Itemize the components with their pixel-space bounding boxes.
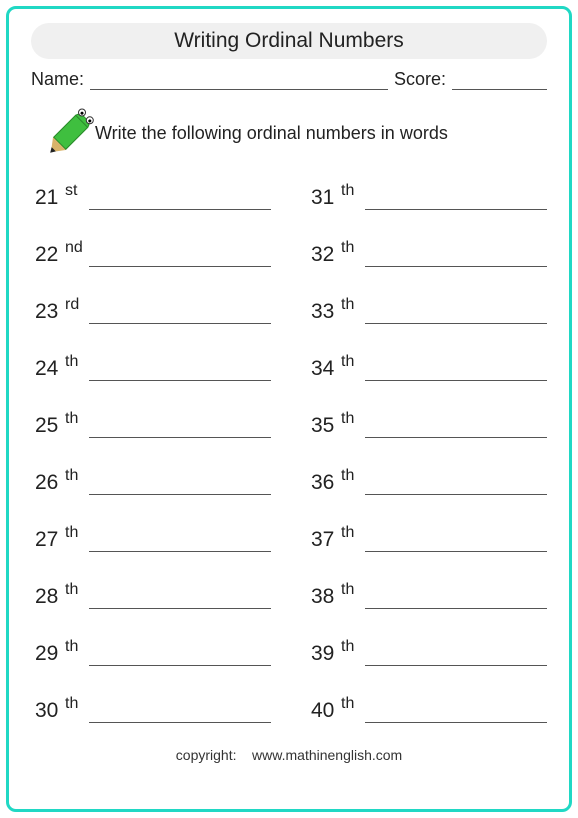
- ordinal-suffix: th: [341, 182, 361, 200]
- answer-line[interactable]: [89, 534, 271, 552]
- ordinal-item: 40th: [311, 693, 547, 723]
- ordinal-number: 30: [35, 699, 63, 723]
- ordinal-suffix: rd: [65, 296, 85, 314]
- answer-line[interactable]: [89, 591, 271, 609]
- answer-line[interactable]: [89, 648, 271, 666]
- ordinal-item: 25th: [35, 408, 271, 438]
- ordinal-item: 27th: [35, 522, 271, 552]
- ordinal-item: 21st: [35, 180, 271, 210]
- answer-line[interactable]: [365, 249, 547, 267]
- ordinal-number: 25: [35, 414, 63, 438]
- answer-line[interactable]: [89, 306, 271, 324]
- name-score-row: Name: Score:: [31, 69, 547, 90]
- ordinal-item: 23rd: [35, 294, 271, 324]
- ordinal-number: 39: [311, 642, 339, 666]
- ordinal-item: 28th: [35, 579, 271, 609]
- ordinal-number: 26: [35, 471, 63, 495]
- ordinal-item: 26th: [35, 465, 271, 495]
- questions-grid: 21st22nd23rd24th25th26th27th28th29th30th…: [31, 180, 547, 723]
- ordinal-number: 21: [35, 186, 63, 210]
- ordinal-number: 38: [311, 585, 339, 609]
- ordinal-suffix: th: [341, 638, 361, 656]
- ordinal-number: 34: [311, 357, 339, 381]
- name-label: Name:: [31, 69, 84, 90]
- ordinal-item: 33th: [311, 294, 547, 324]
- ordinal-item: 36th: [311, 465, 547, 495]
- copyright-label: copyright:: [176, 747, 237, 763]
- page-title: Writing Ordinal Numbers: [174, 29, 404, 53]
- ordinal-suffix: th: [65, 581, 85, 599]
- answer-line[interactable]: [365, 705, 547, 723]
- title-bar: Writing Ordinal Numbers: [31, 23, 547, 59]
- name-input-line[interactable]: [90, 70, 388, 90]
- ordinal-suffix: th: [341, 296, 361, 314]
- ordinal-suffix: th: [65, 695, 85, 713]
- answer-line[interactable]: [89, 192, 271, 210]
- copyright-line: copyright: www.mathinenglish.com: [31, 747, 547, 763]
- ordinal-suffix: th: [65, 410, 85, 428]
- worksheet-page: Writing Ordinal Numbers Name: Score: Wri…: [6, 6, 572, 812]
- ordinal-number: 22: [35, 243, 63, 267]
- ordinal-suffix: nd: [65, 239, 85, 257]
- ordinal-number: 32: [311, 243, 339, 267]
- answer-line[interactable]: [89, 477, 271, 495]
- ordinal-number: 33: [311, 300, 339, 324]
- ordinal-number: 31: [311, 186, 339, 210]
- ordinal-number: 29: [35, 642, 63, 666]
- ordinal-number: 36: [311, 471, 339, 495]
- answer-line[interactable]: [365, 648, 547, 666]
- ordinal-item: 24th: [35, 351, 271, 381]
- ordinal-item: 34th: [311, 351, 547, 381]
- instruction-row: Write the following ordinal numbers in w…: [31, 108, 547, 158]
- ordinal-item: 32th: [311, 237, 547, 267]
- ordinal-number: 27: [35, 528, 63, 552]
- answer-line[interactable]: [89, 420, 271, 438]
- ordinal-suffix: th: [341, 524, 361, 542]
- ordinal-suffix: th: [65, 467, 85, 485]
- instruction-text: Write the following ordinal numbers in w…: [95, 123, 448, 144]
- answer-line[interactable]: [365, 306, 547, 324]
- right-column: 31th32th33th34th35th36th37th38th39th40th: [311, 180, 547, 723]
- ordinal-number: 37: [311, 528, 339, 552]
- ordinal-number: 28: [35, 585, 63, 609]
- ordinal-suffix: th: [341, 467, 361, 485]
- ordinal-suffix: th: [341, 353, 361, 371]
- ordinal-suffix: th: [341, 239, 361, 257]
- ordinal-item: 35th: [311, 408, 547, 438]
- answer-line[interactable]: [365, 591, 547, 609]
- ordinal-number: 23: [35, 300, 63, 324]
- answer-line[interactable]: [365, 420, 547, 438]
- answer-line[interactable]: [89, 363, 271, 381]
- answer-line[interactable]: [365, 477, 547, 495]
- score-input-line[interactable]: [452, 70, 547, 90]
- answer-line[interactable]: [365, 534, 547, 552]
- ordinal-number: 24: [35, 357, 63, 381]
- ordinal-number: 40: [311, 699, 339, 723]
- ordinal-suffix: st: [65, 182, 85, 200]
- pencil-icon: [46, 109, 94, 157]
- answer-line[interactable]: [89, 249, 271, 267]
- answer-line[interactable]: [89, 705, 271, 723]
- ordinal-item: 30th: [35, 693, 271, 723]
- answer-line[interactable]: [365, 363, 547, 381]
- ordinal-suffix: th: [65, 353, 85, 371]
- ordinal-item: 39th: [311, 636, 547, 666]
- ordinal-item: 29th: [35, 636, 271, 666]
- score-label: Score:: [394, 69, 446, 90]
- ordinal-item: 31th: [311, 180, 547, 210]
- ordinal-suffix: th: [341, 581, 361, 599]
- ordinal-suffix: th: [341, 695, 361, 713]
- ordinal-item: 22nd: [35, 237, 271, 267]
- left-column: 21st22nd23rd24th25th26th27th28th29th30th: [35, 180, 271, 723]
- ordinal-suffix: th: [341, 410, 361, 428]
- ordinal-suffix: th: [65, 524, 85, 542]
- copyright-site: www.mathinenglish.com: [252, 747, 402, 763]
- ordinal-item: 37th: [311, 522, 547, 552]
- answer-line[interactable]: [365, 192, 547, 210]
- ordinal-item: 38th: [311, 579, 547, 609]
- ordinal-suffix: th: [65, 638, 85, 656]
- ordinal-number: 35: [311, 414, 339, 438]
